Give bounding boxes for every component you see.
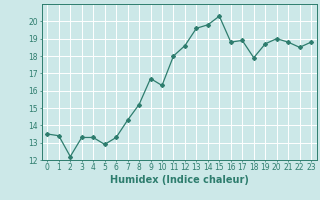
X-axis label: Humidex (Indice chaleur): Humidex (Indice chaleur) <box>110 175 249 185</box>
